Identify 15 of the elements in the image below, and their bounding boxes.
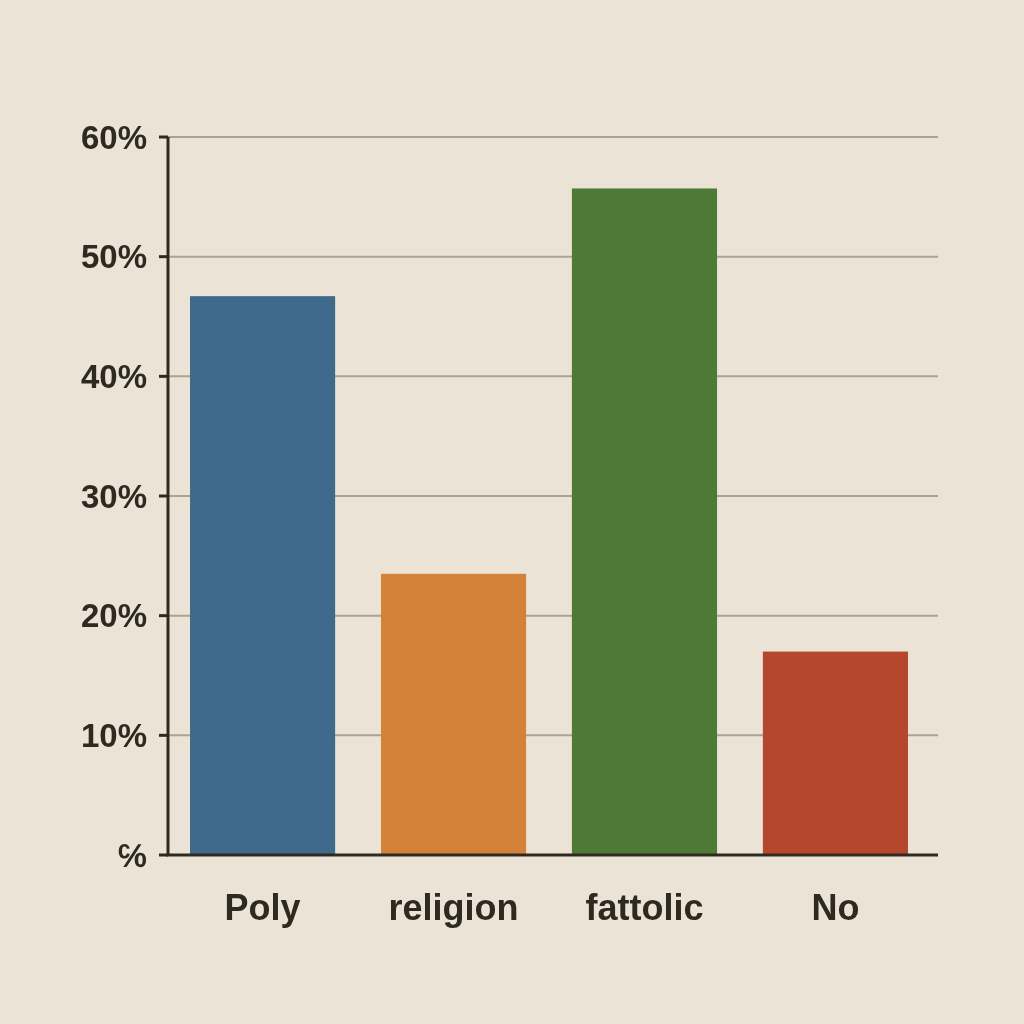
bar — [190, 296, 336, 855]
y-tick-label: 20% — [80, 597, 147, 635]
y-tick-label: ℅ — [117, 836, 147, 874]
y-tick-label: 50% — [80, 238, 147, 276]
x-tick-label: Poly — [224, 887, 301, 928]
bar — [762, 651, 908, 855]
y-tick-label: 10% — [80, 716, 147, 754]
bar — [380, 573, 527, 855]
bar — [571, 188, 718, 855]
y-tick-label: 30% — [80, 477, 147, 515]
x-tick-label: religion — [388, 887, 519, 928]
x-tick-label: No — [811, 887, 860, 928]
y-tick-label: 40% — [80, 357, 147, 395]
y-tick-label: 60% — [80, 118, 147, 156]
x-tick-label: fattolic — [585, 887, 704, 928]
